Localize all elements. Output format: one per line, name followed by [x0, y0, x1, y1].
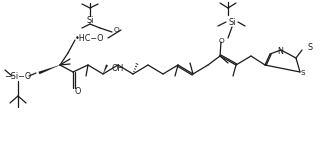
Text: •HC−O: •HC−O: [75, 34, 105, 42]
Polygon shape: [39, 65, 60, 74]
Text: S: S: [301, 70, 306, 76]
Text: OH: OH: [112, 63, 124, 73]
Text: Si: Si: [228, 17, 236, 27]
Text: O: O: [113, 27, 119, 33]
Text: −Si−O: −Si−O: [5, 72, 32, 81]
Text: N: N: [277, 46, 283, 56]
Polygon shape: [103, 65, 108, 74]
Text: O: O: [218, 38, 224, 44]
Text: S: S: [308, 42, 313, 52]
Text: Si: Si: [86, 15, 94, 25]
Text: O: O: [75, 86, 81, 96]
